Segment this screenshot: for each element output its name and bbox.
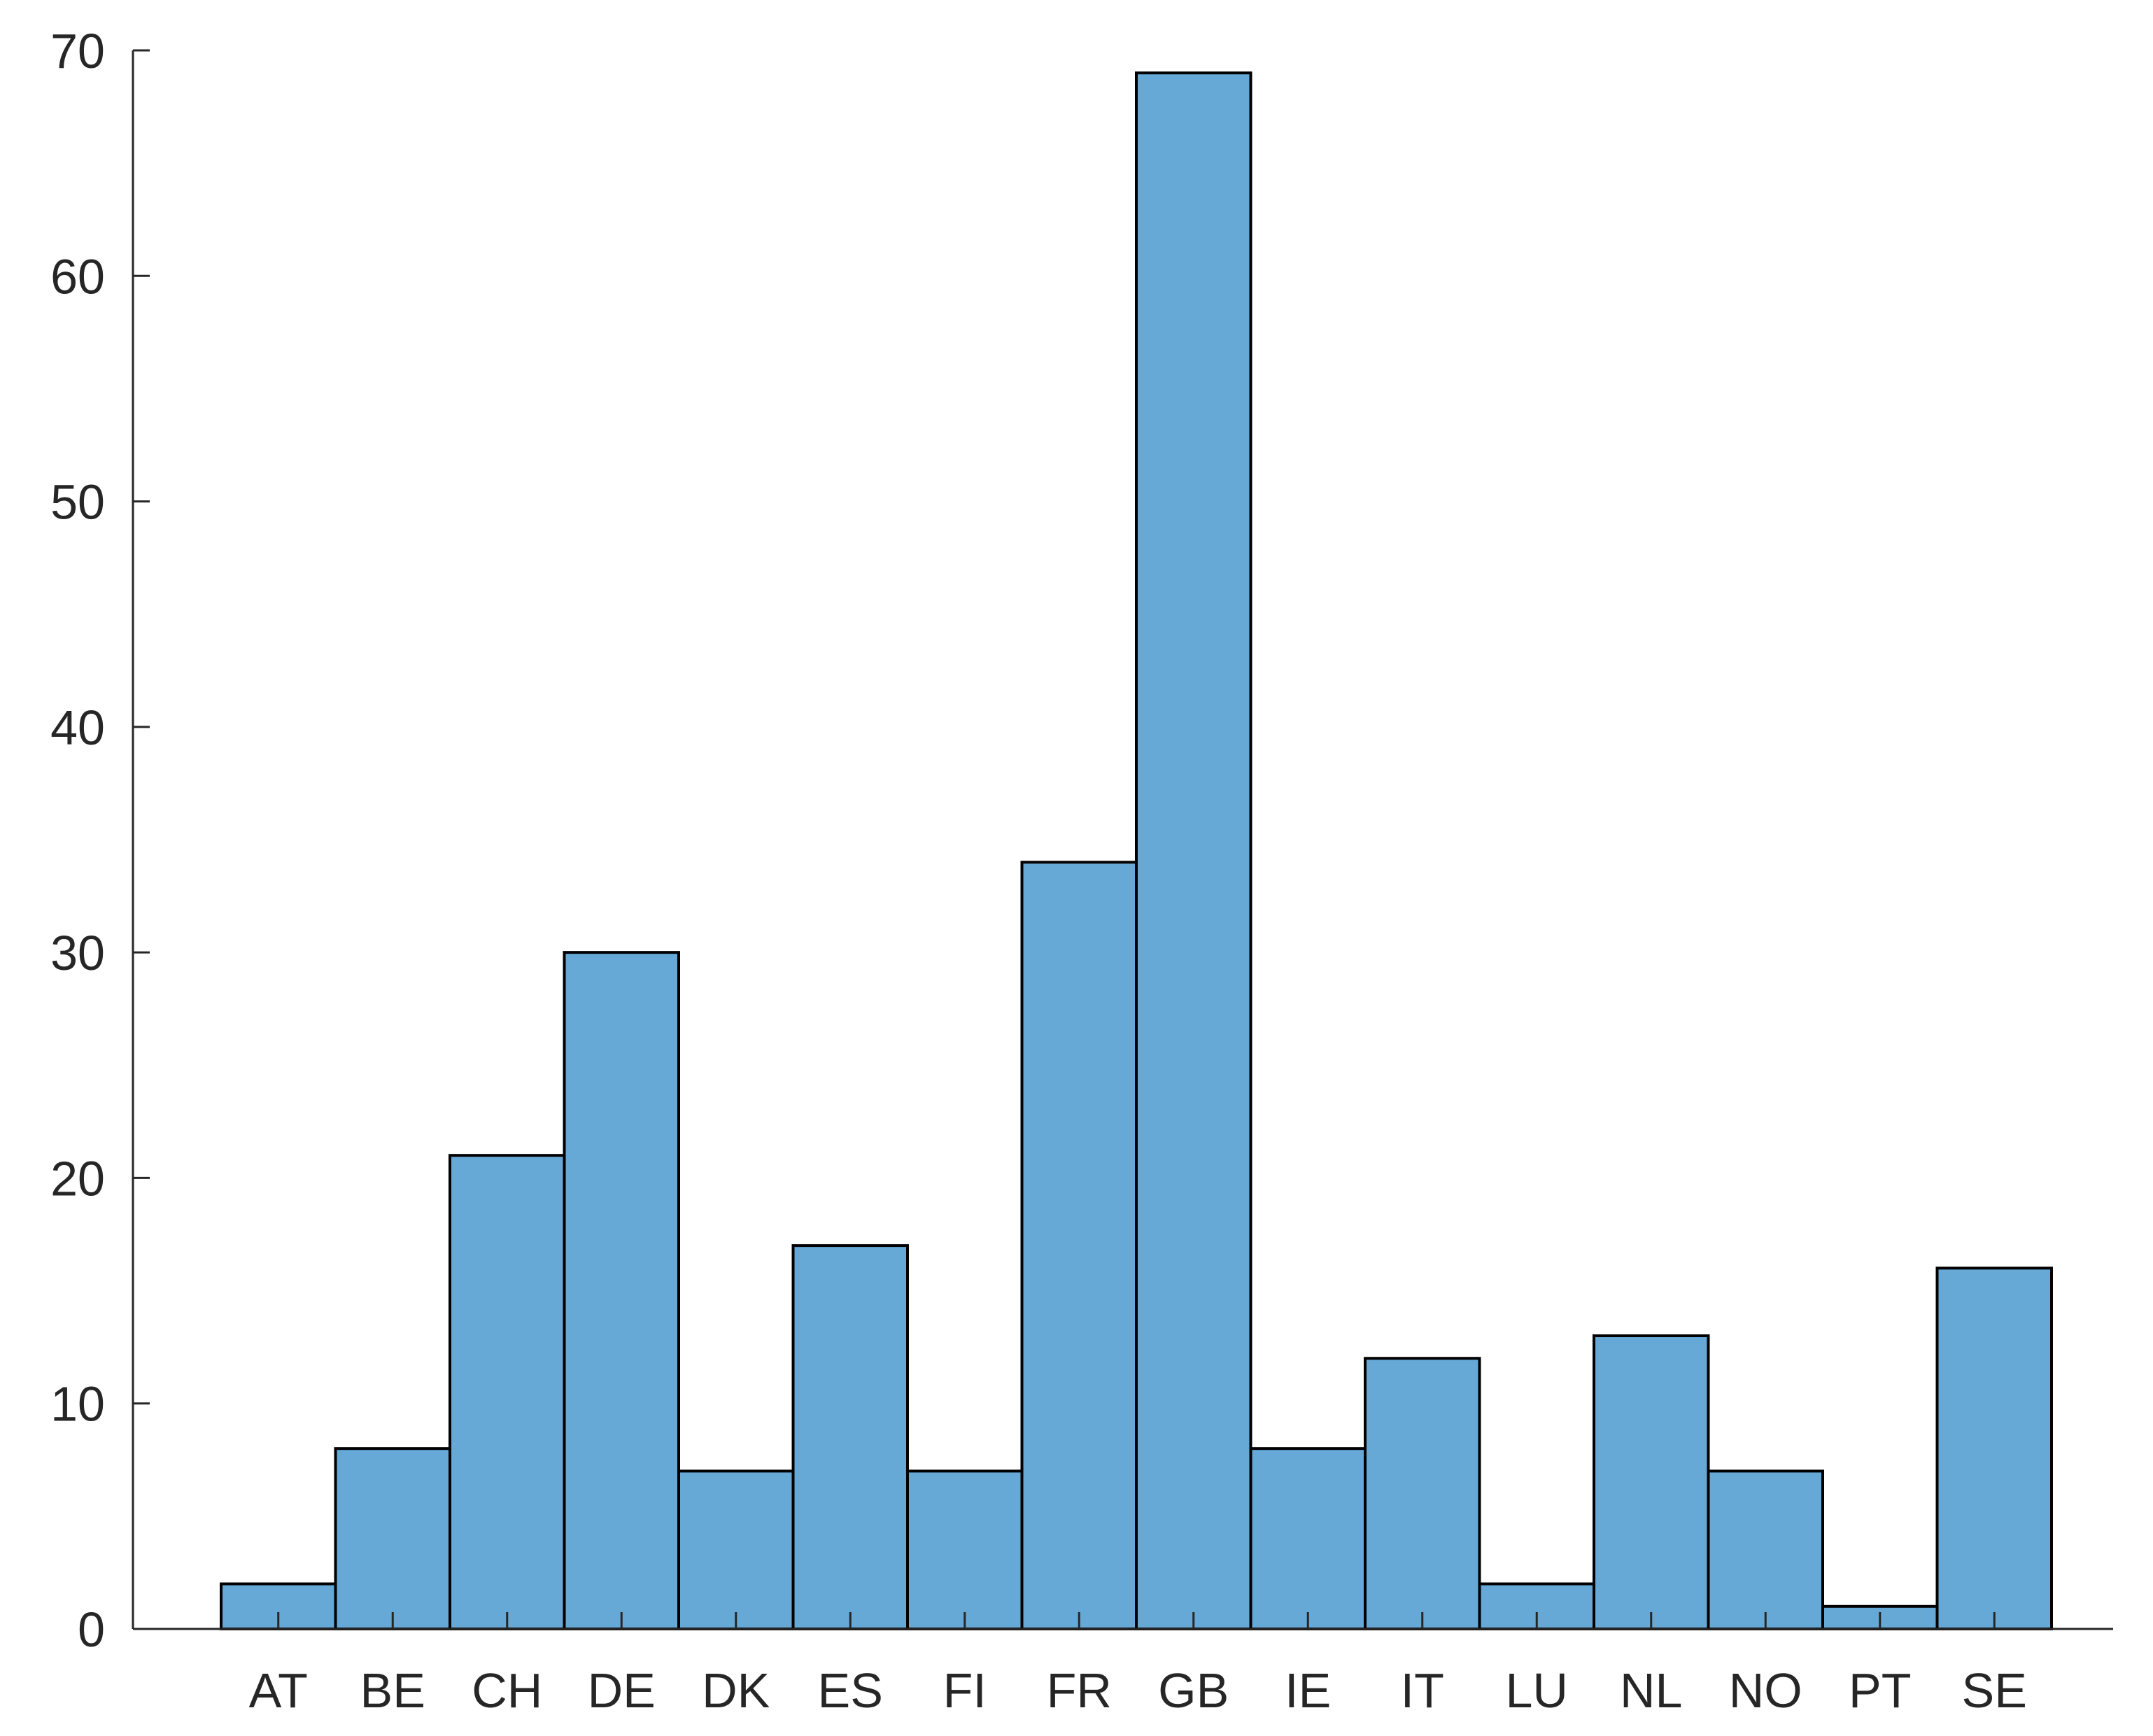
bar-fr [1020,861,1138,1630]
y-tick-label-0: 0 [78,1602,105,1657]
y-tick-label-30: 30 [50,926,105,980]
bar-dk [677,1469,795,1630]
x-tick-label-pt: PT [1849,1663,1911,1718]
x-tick-label-it: IT [1401,1663,1444,1718]
x-tick-label-gb: GB [1158,1663,1229,1718]
bar-ie [1249,1447,1367,1630]
bar-gb [1135,71,1252,1631]
bar-de [563,951,680,1630]
y-tick-label-20: 20 [50,1151,105,1206]
x-tick-label-de: DE [588,1663,656,1718]
y-tick-label-40: 40 [50,700,105,755]
x-tick-label-ch: CH [472,1663,542,1718]
bar-it [1364,1357,1481,1631]
x-tick-label-nl: NL [1620,1663,1682,1718]
x-tick-label-no: NO [1729,1663,1802,1718]
x-tick-label-se: SE [1962,1663,2027,1718]
y-tick-label-60: 60 [50,249,105,304]
bar-es [791,1244,909,1630]
y-tick-label-10: 10 [50,1377,105,1432]
x-tick-label-fi: FI [943,1663,987,1718]
x-tick-label-ie: IE [1285,1663,1331,1718]
y-tick-label-50: 50 [50,475,105,530]
bars-group [220,71,2053,1631]
x-axis: AT BE CH DE DK ES FI FR GB IE IT LU NL NO PT SE [133,1612,2113,1718]
bar-nl [1593,1334,1710,1630]
bar-ch [449,1154,566,1630]
x-tick-label-dk: DK [702,1663,770,1718]
bar-be [334,1447,451,1630]
x-tick-label-be: BE [360,1663,425,1718]
y-axis: 0 10 20 30 40 50 60 70 [50,24,150,1657]
x-tick-label-fr: FR [1047,1663,1112,1718]
x-tick-label-at: AT [249,1663,308,1718]
bar-no [1707,1469,1824,1630]
y-tick-label-70: 70 [50,24,105,78]
x-tick-label-lu: LU [1506,1663,1568,1718]
bar-fi [906,1469,1024,1630]
x-tick-label-es: ES [818,1663,883,1718]
bar-se [1935,1266,2053,1631]
